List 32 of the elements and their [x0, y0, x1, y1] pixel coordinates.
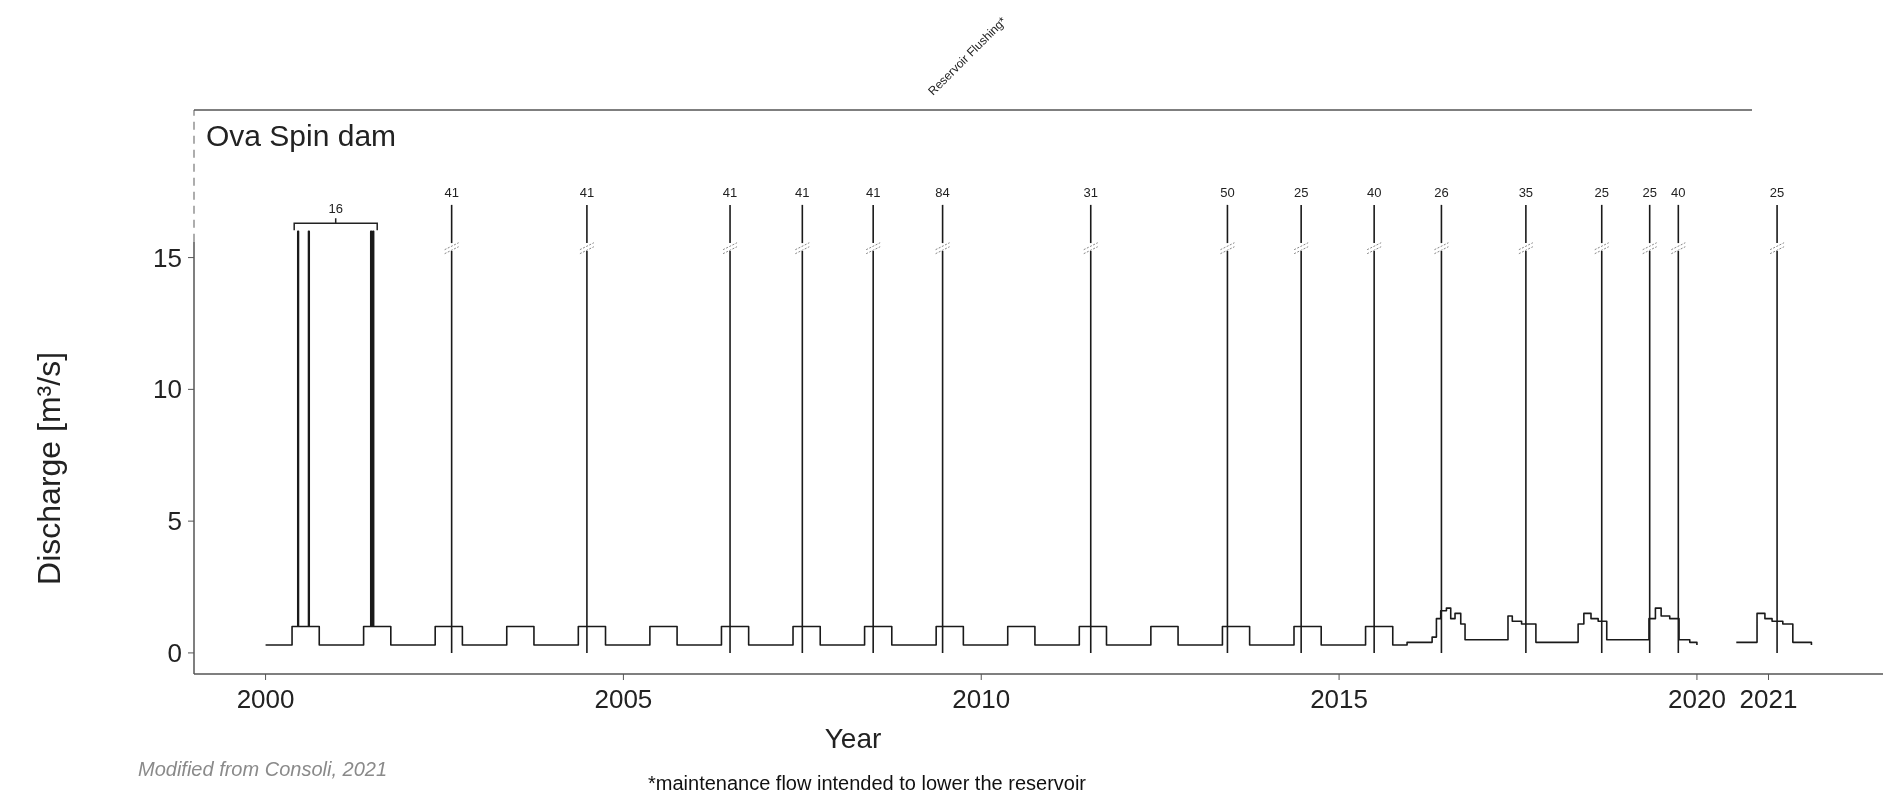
- x-tick-label: 2015: [1310, 684, 1369, 714]
- annotation: 41: [444, 184, 459, 200]
- chart-title: Ova Spin dam: [206, 119, 397, 152]
- annotation: 84: [935, 184, 950, 200]
- annotation: 50: [1220, 184, 1235, 200]
- annotation: 41: [795, 184, 810, 200]
- annotation: 25: [1642, 184, 1657, 200]
- x-tick-label: 2021: [1739, 684, 1798, 714]
- annotation: 41: [722, 184, 738, 200]
- annotation: 25: [1293, 184, 1309, 200]
- annotation: 35: [1518, 184, 1534, 200]
- annotation: 41: [579, 184, 595, 200]
- x-axis-title: Year: [824, 723, 882, 754]
- x-tick-label: 2000: [236, 684, 295, 714]
- x-tick-label: 2005: [594, 684, 653, 714]
- y-tick-label: 15: [153, 242, 182, 273]
- annotation: 16: [328, 201, 343, 217]
- annotation: 40: [1671, 184, 1686, 200]
- y-tick-label: 5: [167, 506, 182, 537]
- annotation: 26: [1434, 184, 1449, 200]
- annotation: 25: [1769, 184, 1785, 200]
- annotation: 25: [1594, 184, 1609, 200]
- y-axis-title: Discharge [m³/s]: [31, 351, 67, 585]
- text: *maintenance flow intended to lower the reservoir: [648, 772, 1087, 794]
- annotation: 40: [1366, 184, 1382, 200]
- annotation: 41: [865, 184, 881, 200]
- text: Modified from Consoli, 2021: [138, 758, 388, 780]
- x-tick-label: 2020: [1668, 684, 1726, 714]
- annotation: 31: [1083, 184, 1098, 200]
- y-tick-label: 10: [153, 374, 182, 405]
- y-tick-label: 0: [167, 637, 182, 668]
- x-tick-label: 2010: [952, 684, 1011, 714]
